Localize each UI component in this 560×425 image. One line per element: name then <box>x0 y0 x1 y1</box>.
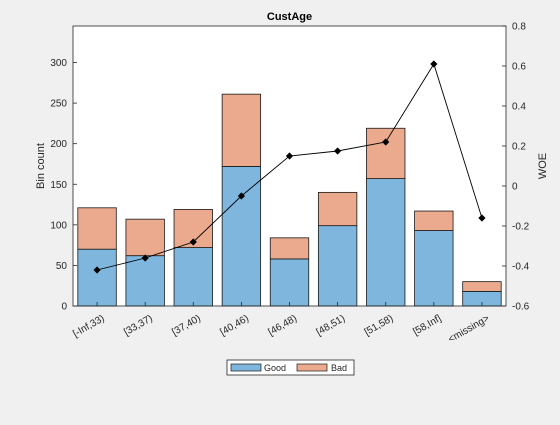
left-tick-label: 100 <box>50 220 67 231</box>
left-tick-label: 300 <box>50 58 67 69</box>
bar-bad-0 <box>77 207 117 250</box>
left-tick-label: 50 <box>56 261 68 272</box>
woe-point-2 <box>189 238 197 246</box>
legend-swatch-good <box>230 363 262 372</box>
right-axis-ticks: -0.6 -0.4 -0.2 0 0.2 0.4 0.6 0.8 <box>502 22 530 313</box>
bar-bad-6 <box>366 127 406 179</box>
woe-point-5 <box>334 147 342 155</box>
bar-good-6 <box>366 178 406 307</box>
right-tick-label: 0.4 <box>512 102 526 113</box>
bar-good-7 <box>414 230 454 307</box>
chart-title: CustAge <box>267 11 312 23</box>
right-tick-label: 0.6 <box>512 62 526 73</box>
x-tick-label: [-Inf,33) <box>71 313 106 340</box>
bar-good-1 <box>125 255 165 307</box>
bar-bad-4 <box>269 237 310 260</box>
left-axis-ticks: 0 50 100 150 200 250 300 <box>50 58 77 313</box>
right-tick-label: 0.2 <box>512 142 526 153</box>
woe-point-0 <box>93 266 101 274</box>
bar-bad-3 <box>221 93 262 167</box>
woe-point-8 <box>478 214 486 222</box>
left-tick-label: 200 <box>50 139 67 150</box>
bar-good-0 <box>77 248 117 307</box>
legend-label-bad: Bad <box>331 363 347 373</box>
woe-point-4 <box>285 152 294 160</box>
x-tick-label: [51,58) <box>363 313 395 338</box>
woe-point-7 <box>430 60 438 68</box>
legend-swatch-bad <box>296 363 328 372</box>
right-tick-label: -0.2 <box>512 222 530 233</box>
right-tick-label: -0.4 <box>512 262 530 273</box>
woe-point-1 <box>141 254 149 262</box>
right-tick-label: 0 <box>512 182 518 193</box>
bar-good-5 <box>317 225 358 307</box>
right-tick-label: -0.6 <box>512 302 530 313</box>
bar-bad-7 <box>414 210 454 231</box>
bar-bad-5 <box>317 191 358 227</box>
left-tick-label: 0 <box>61 302 67 313</box>
left-tick-label: 150 <box>50 180 67 191</box>
x-tick-label: [46,48) <box>267 313 299 338</box>
bars-group <box>77 93 502 307</box>
woe-point-6 <box>382 138 390 146</box>
bar-good-2 <box>173 247 213 307</box>
y-axis-label: Bin count <box>35 143 47 189</box>
bar-bad-8 <box>462 281 502 292</box>
bar-good-4 <box>269 258 310 307</box>
x-tick-label: [33,37) <box>122 313 154 338</box>
x-tick-label: [37,40) <box>170 313 202 338</box>
y2-axis-label: WOE <box>537 153 549 179</box>
woe-line-group <box>93 60 486 274</box>
x-tick-label: [40,46) <box>218 313 250 338</box>
x-tick-label: [48,51) <box>315 313 347 338</box>
x-axis-ticks: [-Inf,33) [33,37) [37,40) [40,46) [46,48) [48… <box>71 302 492 345</box>
x-tick-label: <missing> <box>446 313 491 345</box>
legend-label-good: Good <box>264 363 286 373</box>
bar-good-3 <box>221 166 262 307</box>
x-tick-label: [58,Inf] <box>411 313 443 338</box>
right-tick-label: 0.8 <box>512 22 526 33</box>
legend: Good Bad <box>226 359 355 376</box>
woe-point-3 <box>237 192 245 200</box>
left-tick-label: 250 <box>50 99 67 110</box>
bar-bad-1 <box>125 218 165 257</box>
